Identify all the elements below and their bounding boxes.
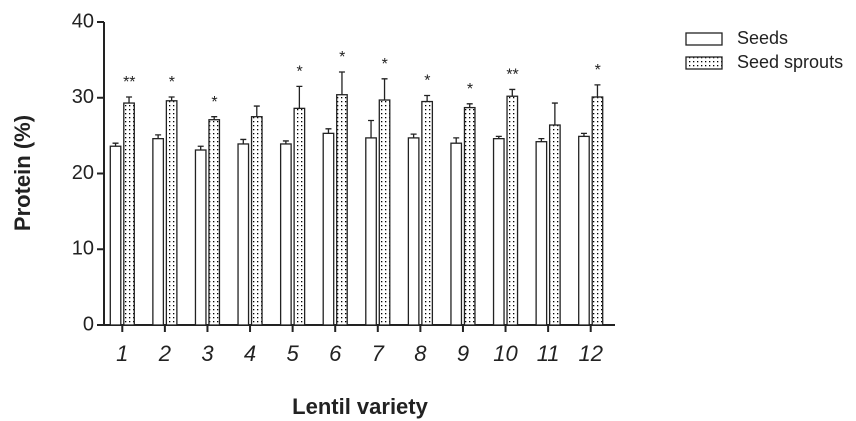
significance-label: *: [339, 49, 345, 66]
x-tick-label: 4: [244, 341, 256, 366]
significance-label: **: [123, 74, 135, 91]
y-tick-label: 40: [72, 10, 94, 32]
error-bar: [466, 103, 473, 108]
error-bar: [197, 145, 204, 151]
y-tick-label: 10: [72, 238, 94, 260]
error-bar: [453, 137, 460, 144]
error-bar: [168, 96, 175, 101]
legend-label: Seeds: [737, 28, 788, 48]
significance-label: *: [297, 64, 303, 81]
significance-label: *: [211, 94, 217, 111]
error-bar: [509, 88, 516, 97]
bar: [365, 137, 377, 326]
bar: [208, 119, 221, 326]
x-tick-label: 11: [537, 341, 560, 366]
bar: [450, 142, 463, 326]
significance-label: **: [506, 67, 518, 84]
bar: [578, 135, 590, 326]
y-tick-label: 20: [72, 162, 94, 184]
x-tick-label: 6: [329, 341, 342, 366]
bar: [492, 138, 505, 326]
error-bar: [240, 138, 247, 144]
bar: [378, 99, 391, 326]
bar: [194, 149, 207, 326]
significance-label: *: [595, 62, 601, 79]
x-tick-label: 10: [493, 341, 518, 366]
bar: [336, 94, 348, 326]
error-bar: [551, 102, 558, 126]
error-bar: [112, 142, 119, 147]
bar: [123, 102, 135, 326]
error-bar: [282, 140, 289, 144]
error-bar: [253, 105, 260, 117]
bar: [591, 96, 604, 326]
significance-label: *: [424, 73, 430, 90]
error-bar: [381, 78, 388, 101]
x-axis-title: Lentil variety: [292, 394, 428, 419]
legend-swatch: [685, 32, 723, 46]
bar: [250, 116, 263, 326]
bar: [109, 145, 122, 326]
y-tick-label: 0: [83, 313, 94, 335]
y-axis-title: Protein (%): [10, 115, 35, 231]
x-tick-label: 8: [414, 341, 427, 366]
y-tick-label: 30: [72, 86, 94, 108]
error-bar: [410, 133, 417, 138]
bar: [279, 143, 292, 326]
bar: [165, 100, 178, 326]
error-bar: [424, 94, 431, 102]
x-tick-label: 3: [201, 341, 214, 366]
bar: [152, 138, 165, 326]
error-bar: [594, 84, 601, 97]
significance-label: *: [382, 56, 388, 73]
error-bar: [580, 132, 587, 137]
x-tick-label: 5: [287, 341, 300, 366]
bar: [407, 137, 420, 326]
error-bar: [211, 116, 218, 120]
x-tick-label: 12: [578, 341, 602, 366]
error-bar: [538, 138, 545, 142]
error-bar: [296, 85, 303, 109]
error-bar: [325, 128, 332, 134]
error-bar: [155, 134, 162, 139]
legend-swatch: [685, 56, 723, 70]
error-bar: [338, 71, 345, 95]
error-bar: [126, 96, 133, 104]
bar: [506, 95, 519, 326]
bar: [463, 106, 476, 326]
significance-label: *: [467, 81, 473, 98]
significance-label: *: [169, 74, 175, 91]
bar: [421, 100, 434, 326]
bar: [548, 124, 561, 326]
x-tick-label: 7: [372, 341, 385, 366]
bar: [322, 132, 335, 326]
x-tick-label: 9: [457, 341, 469, 366]
bar: [293, 107, 306, 326]
error-bar: [495, 135, 502, 139]
x-tick-label: 2: [158, 341, 171, 366]
legend-label: Seed sprouts: [737, 52, 843, 72]
error-bar: [368, 119, 375, 138]
bar: [535, 141, 548, 326]
bar: [237, 143, 250, 326]
x-tick-label: 1: [116, 341, 128, 366]
